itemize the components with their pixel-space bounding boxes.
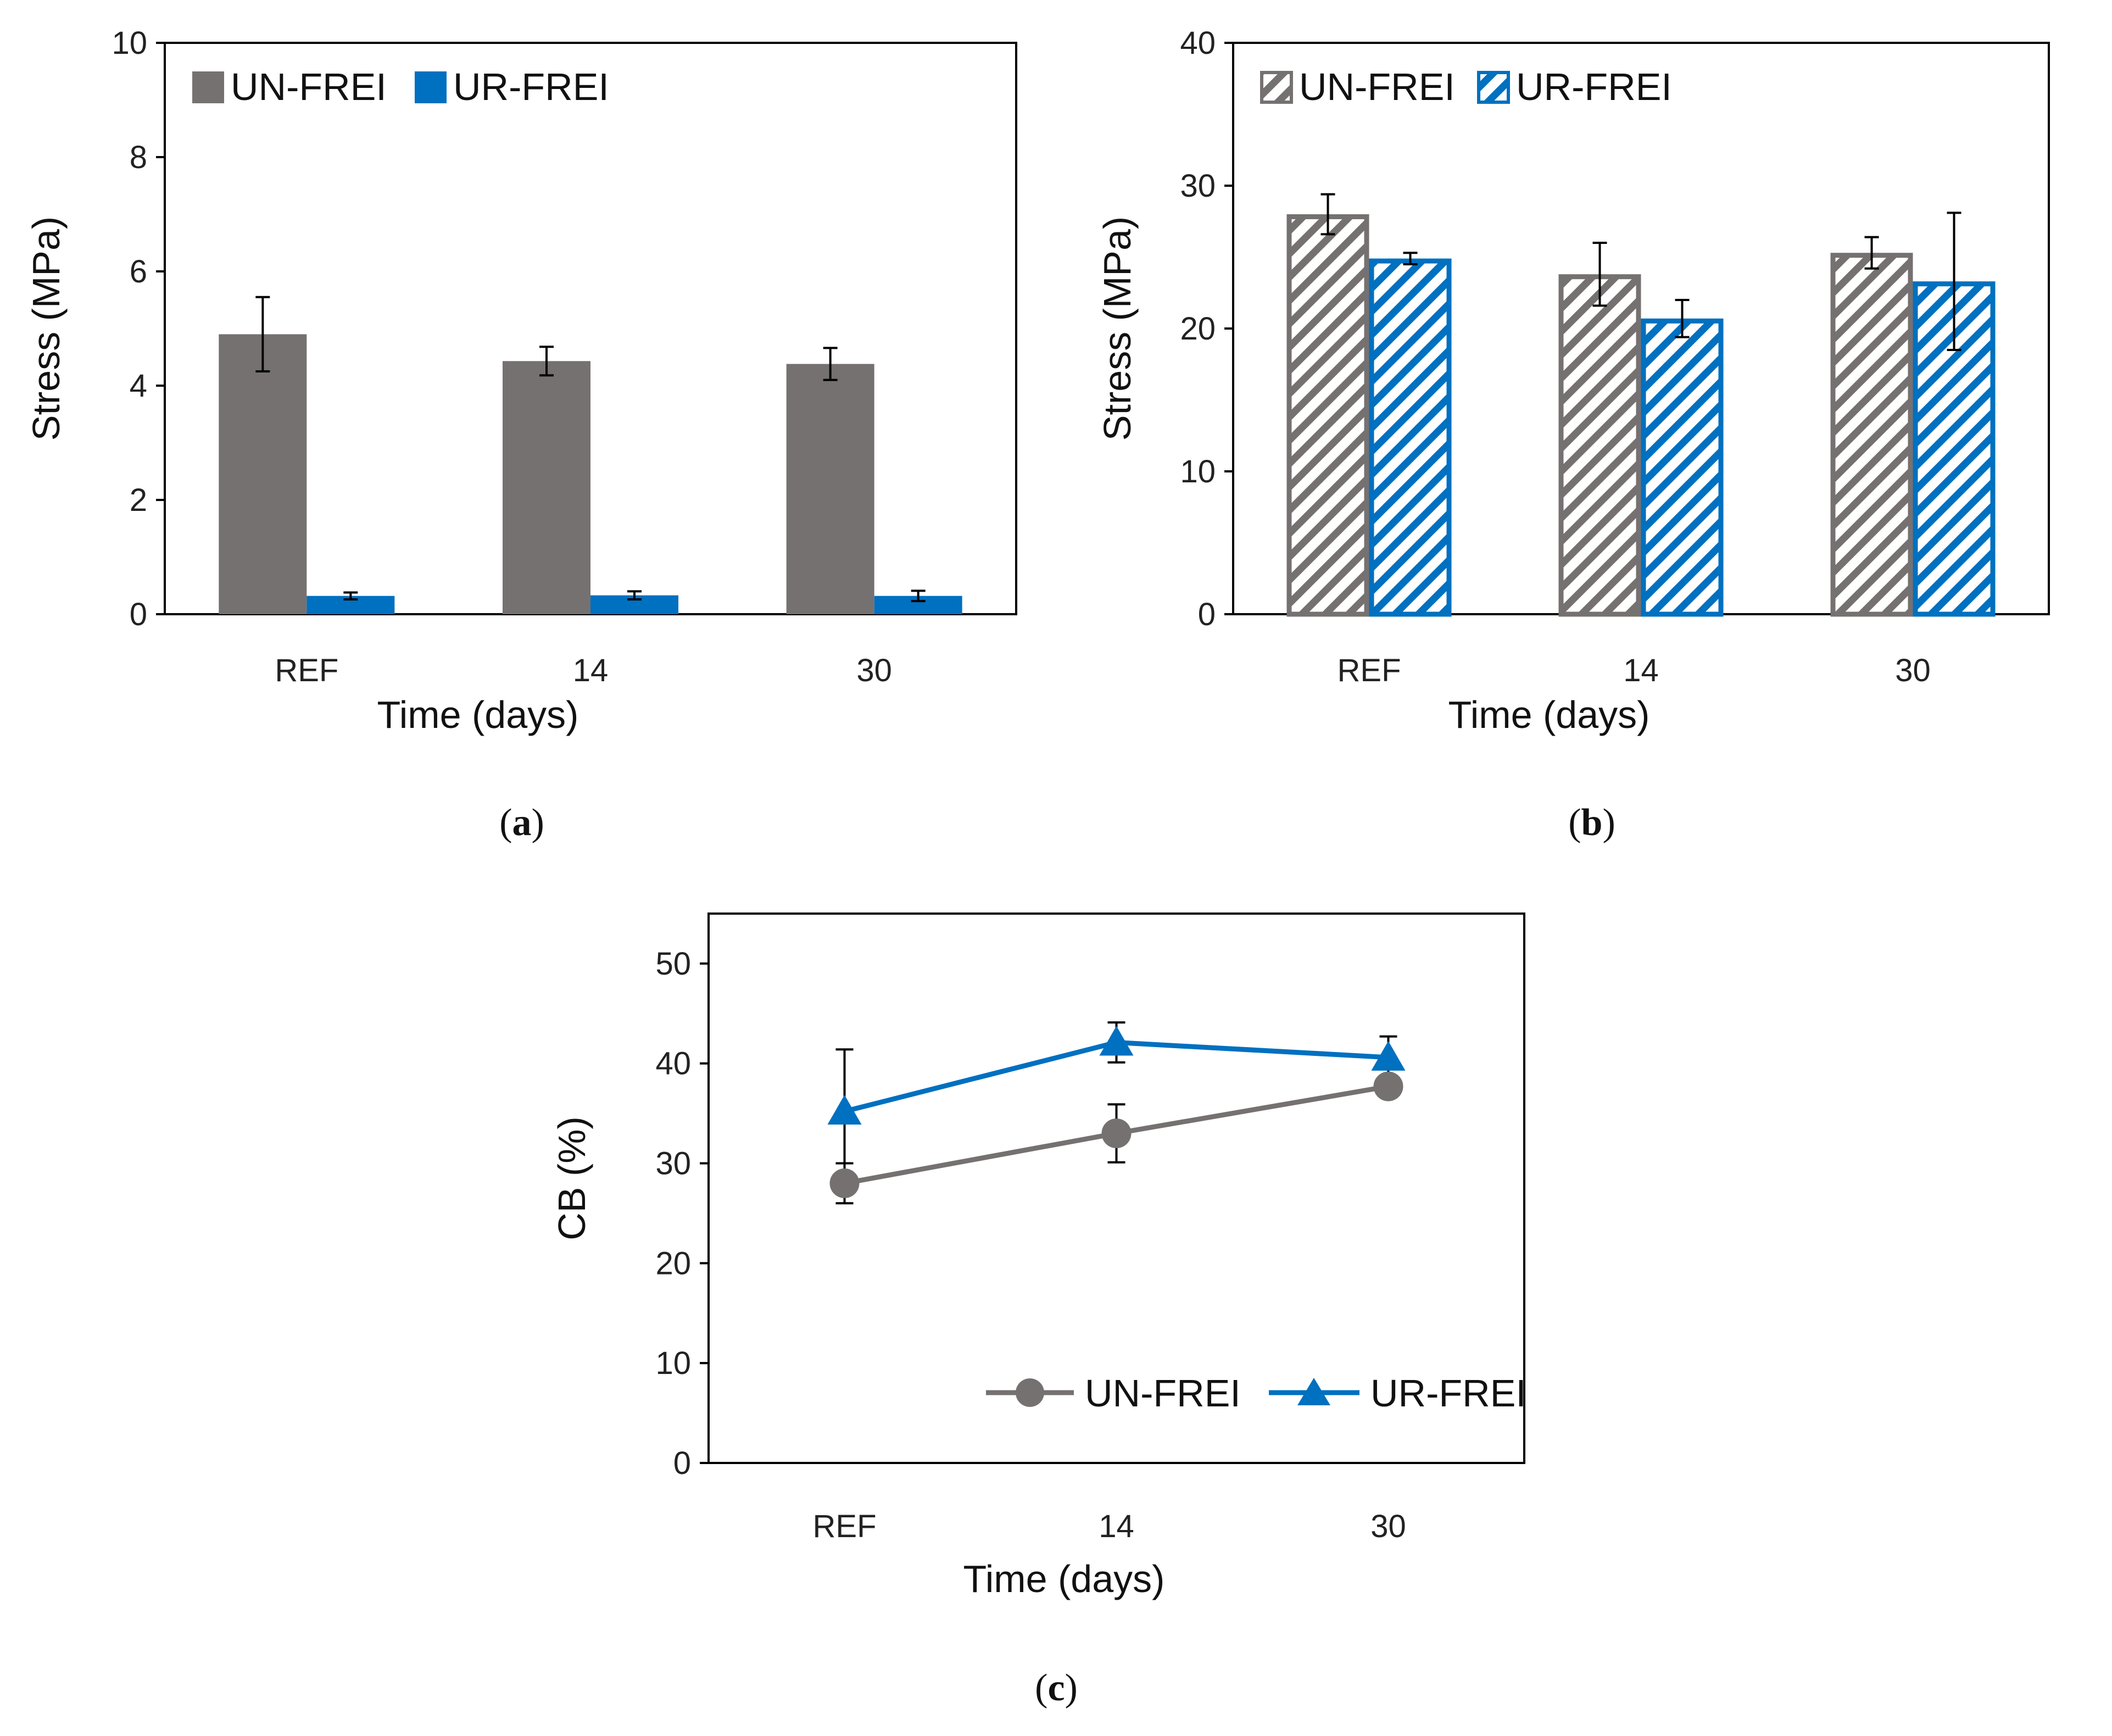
chart-b-legend: UN-FREI UR-FREI: [1260, 65, 1672, 108]
chart-b-bar-un: [1286, 214, 1369, 617]
chart-a-bar-un: [219, 334, 307, 614]
chart-b-bar-ur: [1641, 318, 1724, 617]
chart-a-legend-label-ur: UR-FREI: [453, 65, 609, 108]
chart-b-ytick-label: 20: [1180, 311, 1216, 347]
chart-b-bar-un: [1830, 253, 1913, 617]
chart-b-bar-un: [1558, 274, 1641, 617]
chart-b-ytick-label: 10: [1180, 454, 1216, 489]
chart-b-ytick-label: 0: [1198, 597, 1216, 632]
chart-a-xtick-label: REF: [275, 653, 338, 688]
chart-a-bars: [219, 334, 962, 614]
chart-b-caption: (b): [1568, 802, 1615, 844]
chart-b-y-ticks: 0 10 20 30 40: [1180, 25, 1233, 632]
chart-a-xtick-label: 30: [856, 653, 892, 688]
chart-c-ytick-label: 10: [655, 1345, 691, 1381]
chart-b-error-bars: [1320, 193, 1961, 351]
chart-b-legend-swatch-un: [1260, 71, 1293, 104]
chart-c-ytick-label: 20: [655, 1245, 691, 1281]
chart-a: 0 2 4 6 8 10 REF 14 30 Stress (MPa) Time (days)…: [25, 25, 1017, 844]
chart-c-point-ur: [1371, 1041, 1406, 1071]
chart-b-legend-swatch-ur: [1477, 71, 1510, 104]
chart-b-ylabel: Stress (MPa): [1096, 216, 1139, 441]
chart-b-xtick-label: 30: [1895, 653, 1931, 688]
chart-c-point-ur: [827, 1095, 862, 1125]
chart-b-xtick-label: 14: [1623, 653, 1659, 688]
chart-a-ylabel: Stress (MPa): [25, 216, 68, 441]
chart-b-bars: [1286, 214, 1996, 617]
chart-c-xtick-label: REF: [813, 1509, 877, 1544]
chart-c-x-ticks: REF 14 30: [813, 1509, 1406, 1544]
chart-b-ytick-label: 30: [1180, 168, 1216, 204]
chart-c-ytick-label: 50: [655, 946, 691, 982]
chart-a-x-ticks: REF 14 30: [275, 653, 892, 688]
chart-b-legend-label-ur: UR-FREI: [1516, 65, 1672, 108]
chart-a-caption: (a): [499, 802, 544, 844]
chart-c-xtick-label: 30: [1370, 1509, 1406, 1544]
chart-c-point-un: [1373, 1071, 1403, 1101]
chart-c-caption: (c): [1035, 1667, 1078, 1709]
chart-c-legend-label-un: UN-FREI: [1085, 1372, 1241, 1415]
chart-b-xlabel: Time (days): [1448, 693, 1650, 736]
chart-c-ytick-label: 0: [673, 1445, 691, 1481]
chart-c-legend: UN-FREI UR-FREI: [986, 1372, 1526, 1415]
chart-c-legend-marker-un: [1016, 1378, 1044, 1407]
chart-c: 0 10 20 30 40 50 REF 14 30 CB (%) Time (days) U…: [550, 912, 1526, 1709]
chart-c-plot-frame: [707, 912, 1525, 1464]
chart-a-ytick-label: 8: [130, 140, 147, 175]
chart-c-xlabel: Time (days): [963, 1557, 1165, 1600]
chart-c-y-ticks: 0 10 20 30 40 50: [655, 946, 709, 1481]
chart-a-xtick-label: 14: [573, 653, 609, 688]
chart-c-xtick-label: 14: [1099, 1509, 1134, 1544]
chart-a-ytick-label: 10: [112, 25, 147, 61]
chart-b-ytick-label: 40: [1180, 25, 1216, 61]
chart-a-ytick-label: 4: [130, 368, 147, 404]
chart-a-legend-swatch-ur: [415, 71, 447, 103]
chart-b-bar-ur: [1369, 258, 1452, 617]
chart-a-legend-label-un: UN-FREI: [231, 65, 387, 108]
chart-a-bar-un: [786, 364, 874, 614]
chart-a-error-bars: [255, 296, 926, 603]
chart-b-xtick-label: REF: [1338, 653, 1401, 688]
chart-b-x-ticks: REF 14 30: [1338, 653, 1931, 688]
chart-a-y-ticks: 0 2 4 6 8 10: [112, 25, 165, 632]
chart-b-legend-label-un: UN-FREI: [1299, 65, 1455, 108]
chart-a-bar-un: [503, 361, 590, 614]
chart-c-legend-label-ur: UR-FREI: [1370, 1372, 1526, 1415]
chart-c-point-un: [1101, 1119, 1132, 1148]
chart-a-ytick-label: 2: [130, 482, 147, 518]
chart-c-markers: [827, 1026, 1406, 1198]
chart-c-ytick-label: 40: [655, 1046, 691, 1082]
chart-c-ylabel: CB (%): [550, 1116, 593, 1240]
chart-a-xlabel: Time (days): [377, 693, 579, 736]
chart-a-legend: UN-FREI UR-FREI: [192, 65, 609, 108]
chart-b: 0 10 20 30 40 REF 14 30 Stress (MPa) Time (day…: [1096, 25, 2050, 844]
chart-a-legend-swatch-un: [192, 71, 224, 103]
chart-c-point-un: [829, 1168, 860, 1198]
chart-c-ytick-label: 30: [655, 1146, 691, 1182]
chart-c-point-ur: [1099, 1026, 1134, 1056]
chart-c-legend-marker-ur: [1297, 1378, 1330, 1405]
chart-a-ytick-label: 6: [130, 254, 147, 290]
chart-a-ytick-label: 0: [130, 597, 147, 632]
